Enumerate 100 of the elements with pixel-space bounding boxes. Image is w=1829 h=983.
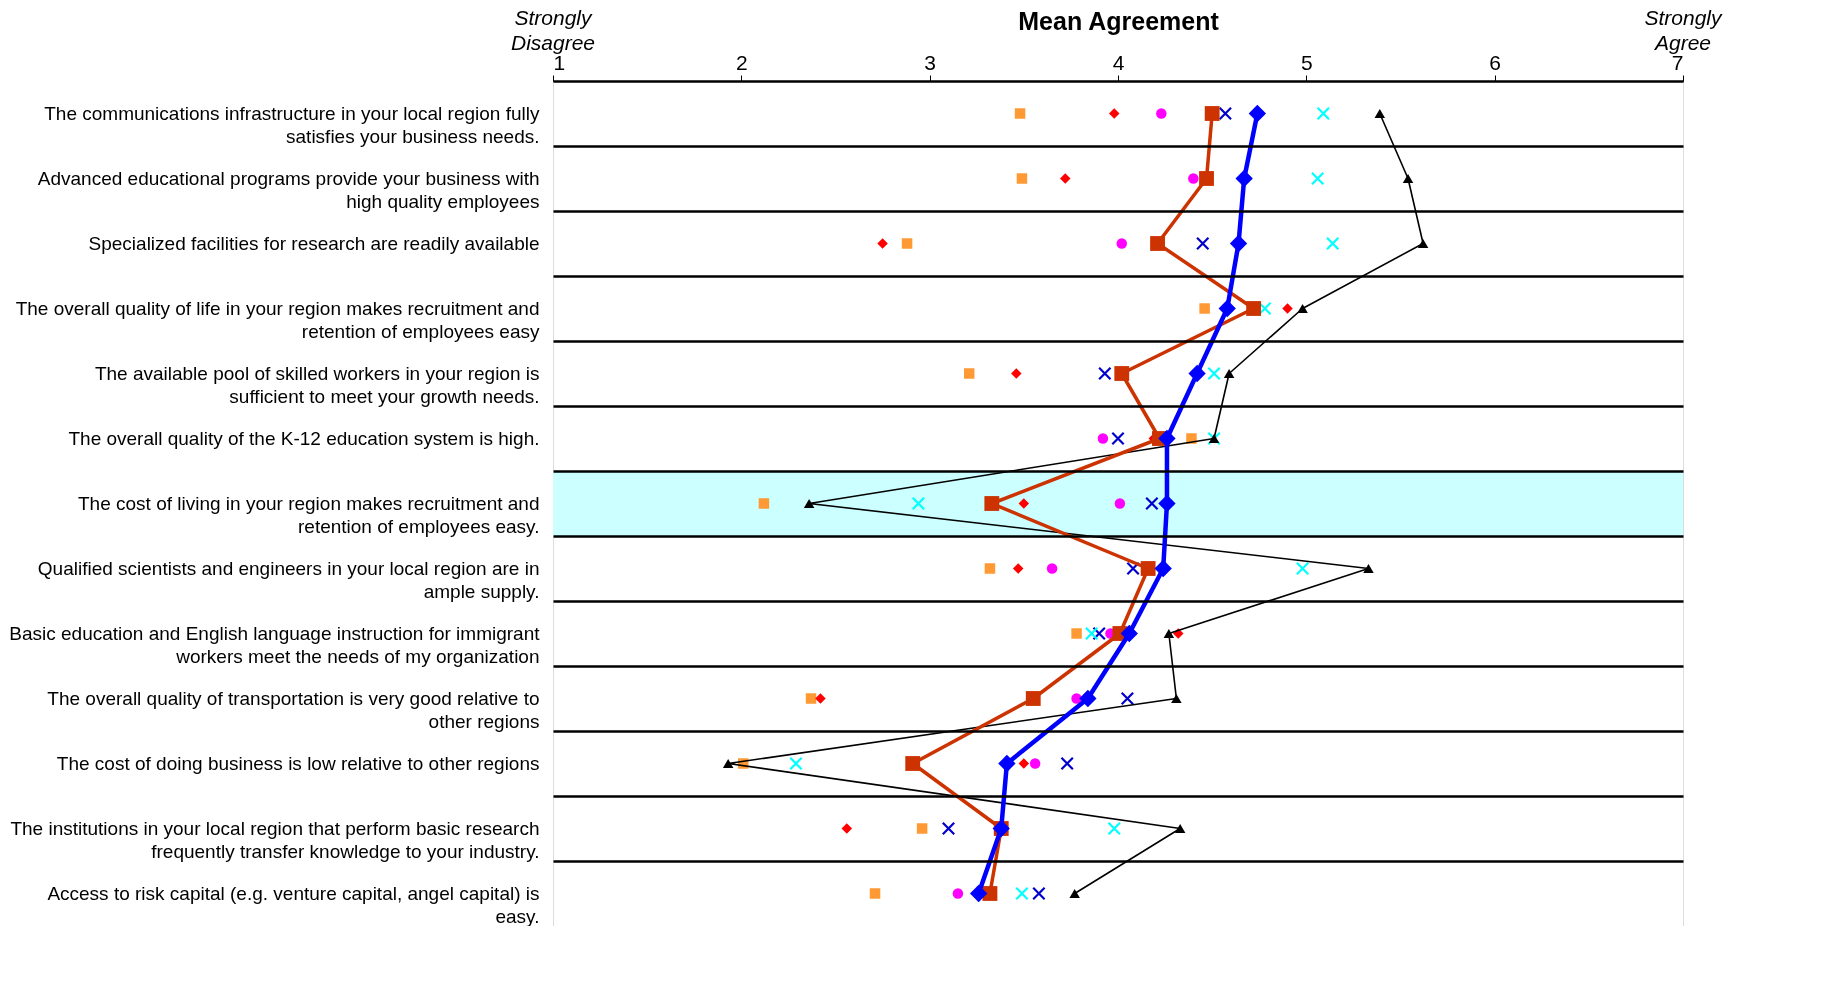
point	[1218, 299, 1236, 318]
x-tick-label: 4	[1112, 50, 1125, 74]
point	[1402, 173, 1414, 184]
point	[1018, 758, 1030, 769]
point	[1071, 628, 1082, 639]
point	[984, 496, 1000, 511]
point	[1071, 693, 1082, 704]
point	[1374, 108, 1386, 119]
point	[1199, 171, 1214, 186]
point	[1188, 364, 1206, 383]
point	[1235, 169, 1253, 188]
point	[1325, 236, 1340, 251]
point	[1158, 494, 1176, 513]
y-tick-label: The overall quality of the K-12 education system is high.	[68, 427, 540, 449]
point	[911, 496, 926, 511]
point	[1098, 366, 1112, 381]
point	[1107, 821, 1122, 836]
y-tick-label: Qualified scientists and engineers in your local region are in ample supply.	[37, 557, 540, 602]
point	[1014, 108, 1026, 119]
point	[1011, 368, 1022, 379]
point	[1046, 563, 1058, 574]
point	[901, 238, 913, 249]
point	[1163, 628, 1175, 639]
point	[1145, 496, 1159, 511]
point	[1282, 303, 1293, 314]
point	[1025, 691, 1041, 706]
y-tick-label: Access to risk capital (e.g. venture capital, angel capital) is easy.	[47, 882, 540, 927]
point	[869, 888, 881, 899]
point	[1092, 626, 1106, 641]
point	[1297, 303, 1308, 314]
point	[984, 563, 996, 574]
point	[1120, 624, 1138, 643]
y-tick-label: The overall quality of life in your region makes recruitment and retention of employees easy	[15, 297, 540, 342]
point	[941, 821, 956, 836]
point	[1218, 106, 1233, 121]
x-tick-label: 3	[924, 50, 937, 74]
point	[758, 498, 770, 509]
point	[1188, 173, 1199, 184]
point	[1111, 431, 1125, 446]
point	[1015, 886, 1029, 901]
point	[841, 823, 853, 834]
y-tick-label: The available pool of skilled workers in your region is sufficient to meet your growth needs.	[94, 362, 540, 407]
point	[1140, 561, 1156, 576]
point	[1316, 106, 1331, 121]
point	[1199, 303, 1210, 314]
point	[1018, 498, 1030, 509]
point	[1417, 238, 1429, 249]
point	[905, 756, 921, 771]
y-tick-label: The communications infrastructure in your local region fully satisfies your business needs.	[44, 102, 540, 147]
point	[963, 368, 975, 379]
point	[1069, 888, 1080, 899]
point	[1223, 368, 1235, 379]
y-tick-label: The cost of doing business is low relative to other regions	[56, 752, 540, 774]
point	[1108, 108, 1120, 119]
point	[1016, 173, 1028, 184]
point	[1363, 563, 1374, 574]
point	[1032, 886, 1046, 901]
point	[1120, 691, 1135, 706]
point	[1195, 236, 1210, 251]
point	[1310, 171, 1325, 186]
point	[998, 754, 1016, 773]
point	[1116, 238, 1128, 249]
point	[1156, 108, 1167, 119]
y-tick-label: Specialized facilities for research are readily available	[88, 232, 540, 254]
y-tick-label: The institutions in your local region that perform basic research frequently transfer knowledge to your industry.	[10, 817, 540, 862]
point	[805, 693, 817, 704]
point	[969, 884, 988, 903]
point	[1114, 366, 1130, 381]
point	[1060, 173, 1071, 184]
point	[1207, 366, 1221, 381]
point	[1295, 561, 1310, 576]
y-tick-label: The overall quality of transportation is very good relative to other regions	[47, 687, 540, 732]
point	[722, 758, 734, 769]
y-tick-label: Advanced educational programs provide your business with high quality employees	[37, 167, 540, 212]
point	[1174, 823, 1186, 834]
y-tick-label: The cost of living in your region makes recruitment and retention of employees easy.	[78, 492, 540, 537]
point	[1126, 561, 1140, 576]
point	[1246, 301, 1262, 316]
point	[815, 693, 826, 704]
point	[789, 756, 803, 771]
x-tick-label: 6	[1489, 50, 1502, 74]
point	[1060, 756, 1074, 771]
x-axis-title: Mean Agreement	[1018, 6, 1220, 35]
point	[952, 888, 964, 899]
point	[1150, 236, 1165, 251]
point	[1012, 563, 1024, 574]
point	[1097, 433, 1109, 444]
point	[1204, 106, 1220, 121]
point	[916, 823, 928, 834]
point	[1171, 693, 1182, 704]
x-tick-label: 5	[1300, 50, 1313, 74]
y-tick-label: Basic education and English language instruction for immigrant workers meet the needs of my organization	[9, 622, 541, 667]
point	[1079, 689, 1097, 708]
point	[1154, 559, 1172, 578]
point	[1084, 626, 1099, 641]
point	[803, 498, 815, 509]
point	[1248, 104, 1267, 123]
point	[1229, 234, 1248, 253]
point	[1029, 758, 1041, 769]
x-tick-label: 2	[735, 50, 748, 74]
